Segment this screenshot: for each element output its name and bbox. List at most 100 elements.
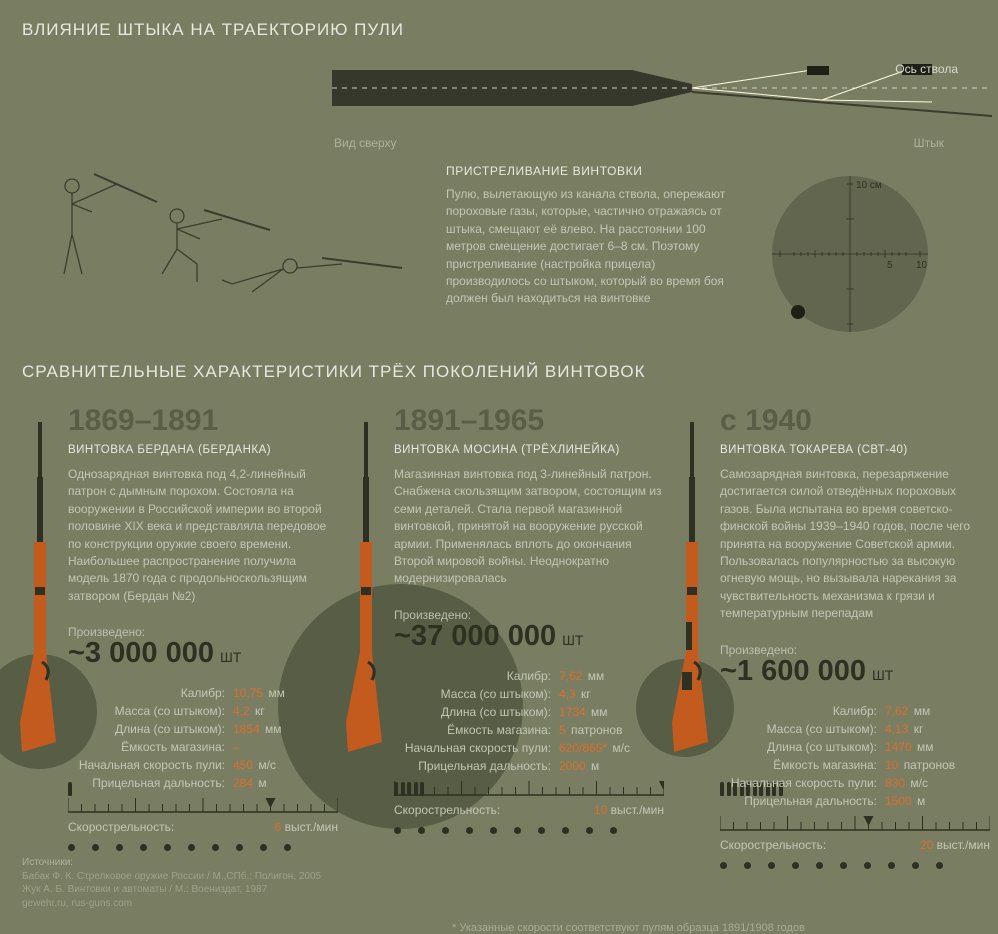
rifle-name: ВИНТОВКА БЕРДАНА (БЕРДАНКА) [68, 444, 338, 456]
dot-icon [840, 862, 847, 869]
dot-icon [92, 844, 99, 851]
dot-icon [68, 844, 75, 851]
produced-number: ~37 000 000 [394, 620, 556, 653]
dot-icon [912, 862, 919, 869]
rifle-period: 1869–1891 [68, 404, 338, 438]
comparison-section: СРАВНИТЕЛЬНЫЕ ХАРАКТЕРИСТИКИ ТРЁХ ПОКОЛЕ… [0, 334, 998, 934]
dot-icon [212, 844, 219, 851]
dot-icon [164, 844, 171, 851]
dot-icon [538, 827, 545, 834]
sources-block: Источники: Бабак Ф. К. Стрелковое оружие… [22, 856, 321, 910]
dot-icon [864, 862, 871, 869]
dots-row [68, 844, 338, 851]
sighting-title: ПРИСТРЕЛИВАНИЕ ВИНТОВКИ [446, 164, 726, 178]
sources-line-3: gewehr.ru, rus-guns.com [22, 898, 132, 909]
dots-row [394, 827, 664, 834]
spec-row-caliber: Калибр:10,75 мм [68, 684, 338, 702]
barrel-diagram: Вид сверху Ось ствола Штык [22, 58, 976, 158]
rifle-silhouette [668, 422, 718, 762]
rifle-period: 1891–1965 [394, 404, 664, 438]
sighting-block: ПРИСТРЕЛИВАНИЕ ВИНТОВКИ Пулю, вылетающую… [446, 164, 726, 334]
dot-icon [888, 862, 895, 869]
rof-block: Скорострельность: 20 выст./мин [720, 816, 990, 852]
rifles-row: 1869–1891 ВИНТОВКА БЕРДАНА (БЕРДАНКА) Од… [22, 404, 976, 904]
spec-row-caliber: Калибр:7,62 мм [394, 667, 664, 685]
soldiers-illustration [22, 164, 422, 314]
spec-row-mass: Масса (со штыком):4,13 кг [720, 720, 990, 738]
spec-row-capacity: Ёмкость магазина:– [68, 738, 338, 756]
sources-line-2: Жук А. Б. Винтовки и автоматы / М.: Воен… [22, 884, 267, 895]
dot-icon [418, 827, 425, 834]
spec-table: Калибр:7,62 мм Масса (со штыком):4,13 кг… [720, 702, 990, 810]
range-ruler [68, 798, 338, 816]
dot-icon [466, 827, 473, 834]
range-ruler [720, 816, 990, 834]
sighting-body: Пулю, вылетающую из канала ствола, опере… [446, 186, 726, 308]
spec-row-mass: Масса (со штыком):4,2 кг [68, 702, 338, 720]
rifle-column: с 1940 ВИНТОВКА ТОКАРЕВА (СВТ-40) Самоза… [674, 404, 990, 904]
rifle-description: Однозарядная винтовка под 4,2-линейный п… [68, 466, 338, 605]
dot-icon [514, 827, 521, 834]
sources-label: Источники: [22, 857, 73, 868]
barrel-svg [332, 58, 992, 138]
rifle-silhouette [342, 422, 392, 762]
spec-row-capacity: Ёмкость магазина:5 патронов [394, 721, 664, 739]
sources-line-1: Бабак Ф. К. Стрелковое оружие России / М… [22, 871, 321, 882]
produced-value: ~3 000 000 ШТ [68, 637, 338, 670]
dot-icon [394, 827, 401, 834]
rifle-silhouette [16, 422, 66, 762]
rof-value: 6 выст./мин [275, 820, 338, 834]
spec-table: Калибр:7,62 мм Масса (со штыком):4,3 кг … [394, 667, 664, 775]
label-axis: Ось ствола [895, 62, 958, 76]
dot-icon [792, 862, 799, 869]
dot-icon [188, 844, 195, 851]
dot-icon [116, 844, 123, 851]
produced-unit: ШТ [562, 632, 583, 648]
rifle-description: Магазинная винтовка под 3-линейный патро… [394, 466, 664, 588]
rof-line: Скорострельность: 20 выст./мин [720, 838, 990, 852]
rof-value: 10 выст./мин [594, 803, 664, 817]
trajectory-section: ВЛИЯНИЕ ШТЫКА НА ТРАЕКТОРИЮ ПУЛИ Вид све… [0, 0, 998, 158]
rof-line: Скорострельность: 6 выст./мин [68, 820, 338, 834]
dot-icon [744, 862, 751, 869]
rof-block: Скорострельность: 6 выст./мин [68, 798, 338, 834]
rifle-name: ВИНТОВКА ТОКАРЕВА (СВТ-40) [720, 444, 990, 456]
dot-icon [442, 827, 449, 834]
spec-row-length: Длина (со штыком):1470 мм [720, 738, 990, 756]
spec-row-caliber: Калибр:7,62 мм [720, 702, 990, 720]
label-view-top: Вид сверху [334, 136, 397, 150]
reticle-tick-10: 10 [916, 260, 928, 271]
spec-row-capacity: Ёмкость магазина:10 патронов [720, 756, 990, 774]
produced-unit: ШТ [872, 667, 893, 683]
rifle-column: 1891–1965 ВИНТОВКА МОСИНА (ТРЁХЛИНЕЙКА) … [348, 404, 664, 904]
rifle-svg-wrap [342, 422, 392, 767]
rof-label: Скорострельность: [720, 838, 826, 852]
dot-icon [586, 827, 593, 834]
rifle-name: ВИНТОВКА МОСИНА (ТРЁХЛИНЕЙКА) [394, 444, 664, 456]
dot-icon [768, 862, 775, 869]
rifle-description: Самозарядная винтовка, перезаряжение дос… [720, 466, 990, 623]
spec-row-velocity: Начальная скорость пули:620/865* м/с [394, 739, 664, 757]
range-ruler [394, 781, 664, 799]
rifle-period: с 1940 [720, 404, 990, 438]
spec-row-length: Длина (со штыком):1854 мм [68, 720, 338, 738]
spec-row-length: Длина (со штыком):1734 мм [394, 703, 664, 721]
rifle-column: 1869–1891 ВИНТОВКА БЕРДАНА (БЕРДАНКА) Од… [22, 404, 338, 904]
mid-row: ПРИСТРЕЛИВАНИЕ ВИНТОВКИ Пулю, вылетающую… [0, 158, 998, 334]
dot-icon [140, 844, 147, 851]
velocity-footnote: * Указанные скорости соответствуют пулям… [452, 922, 976, 934]
spec-row-mass: Масса (со штыком):4,3 кг [394, 685, 664, 703]
dot-icon [720, 862, 727, 869]
rifle-svg-wrap [16, 422, 66, 767]
spec-row-range: Прицельная дальность:2000 м [394, 757, 664, 775]
spec-row-range: Прицельная дальность:1500 м [720, 792, 990, 810]
produced-unit: ШТ [220, 649, 241, 665]
produced-value: ~1 600 000 ШТ [720, 655, 990, 688]
dot-icon [816, 862, 823, 869]
dot-icon [260, 844, 267, 851]
produced-number: ~3 000 000 [68, 637, 214, 670]
spec-row-velocity: Начальная скорость пули:450 м/с [68, 756, 338, 774]
spec-table: Калибр:10,75 мм Масса (со штыком):4,2 кг… [68, 684, 338, 792]
trajectory-title: ВЛИЯНИЕ ШТЫКА НА ТРАЕКТОРИЮ ПУЛИ [22, 20, 976, 40]
rof-value: 20 выст./мин [920, 838, 990, 852]
